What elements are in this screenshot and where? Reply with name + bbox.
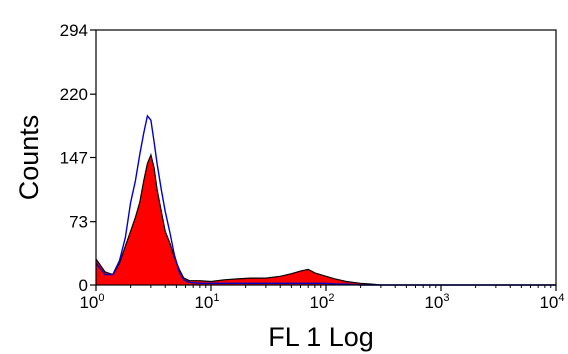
y-tick-label: 220 (60, 85, 88, 104)
y-tick-label: 147 (60, 149, 88, 168)
x-axis: 100 101 102 103 104 (79, 285, 565, 312)
plot-series (95, 114, 556, 286)
series-1-line (95, 114, 556, 286)
x-tick-label: 101 (194, 292, 219, 312)
series-0-area (96, 154, 556, 285)
y-tick-label: 0 (79, 276, 88, 295)
x-tick-label: 100 (79, 292, 104, 312)
y-tick-label: 73 (69, 213, 88, 232)
y-tick-label: 294 (60, 21, 88, 40)
x-tick-label: 104 (539, 292, 564, 312)
y-axis: 0 73 147 220 294 (60, 21, 96, 295)
x-axis-title: FL 1 Log (268, 322, 374, 352)
x-tick-label: 102 (309, 292, 334, 312)
series-0-outline (95, 152, 556, 286)
x-tick-label: 103 (424, 292, 449, 312)
y-axis-title: Counts (14, 115, 44, 201)
